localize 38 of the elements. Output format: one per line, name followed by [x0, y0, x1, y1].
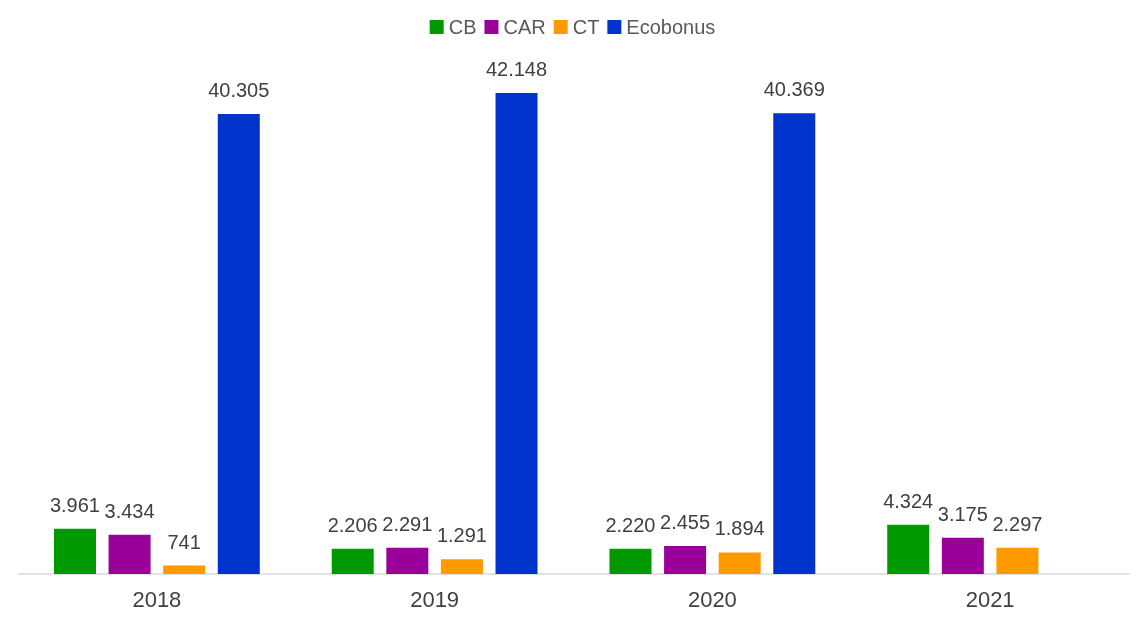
bar	[53, 528, 96, 574]
data-label: 2.206	[327, 513, 378, 536]
x-tick-label: 2018	[132, 586, 182, 612]
legend-label: CT	[572, 16, 600, 38]
bar	[718, 552, 761, 574]
bar	[996, 547, 1039, 574]
bar	[609, 548, 652, 574]
bar	[887, 524, 930, 574]
bar	[163, 565, 206, 574]
bar	[331, 548, 374, 574]
bar	[664, 545, 707, 574]
data-label: 4.324	[883, 489, 934, 512]
bar	[386, 547, 429, 574]
data-label: 40.369	[763, 78, 825, 101]
legend-label: Ecobonus	[626, 16, 716, 38]
data-label: 1.894	[714, 517, 765, 540]
data-label: 3.961	[49, 493, 101, 516]
data-label: 42.148	[485, 58, 548, 80]
bar	[108, 534, 151, 574]
x-tick-label: 2020	[687, 586, 737, 612]
data-label: 2.455	[660, 510, 711, 533]
data-label: 2.291	[382, 512, 433, 535]
bar	[773, 113, 816, 574]
data-label: 741	[167, 530, 201, 553]
data-label: 2.220	[605, 513, 656, 536]
x-tick-label: 2021	[965, 586, 1015, 612]
x-tick-label: 2019	[410, 586, 460, 612]
legend-label: CB	[448, 16, 477, 38]
data-label: 3.175	[937, 502, 988, 525]
legend-label: CAR	[503, 16, 546, 38]
bar	[941, 537, 984, 574]
data-label: 40.305	[208, 79, 270, 102]
data-label: 2.297	[992, 512, 1043, 535]
bar	[217, 114, 260, 574]
data-label: 1.291	[436, 524, 487, 547]
data-label: 3.434	[104, 499, 155, 522]
bar	[440, 559, 483, 574]
bar	[495, 93, 538, 574]
